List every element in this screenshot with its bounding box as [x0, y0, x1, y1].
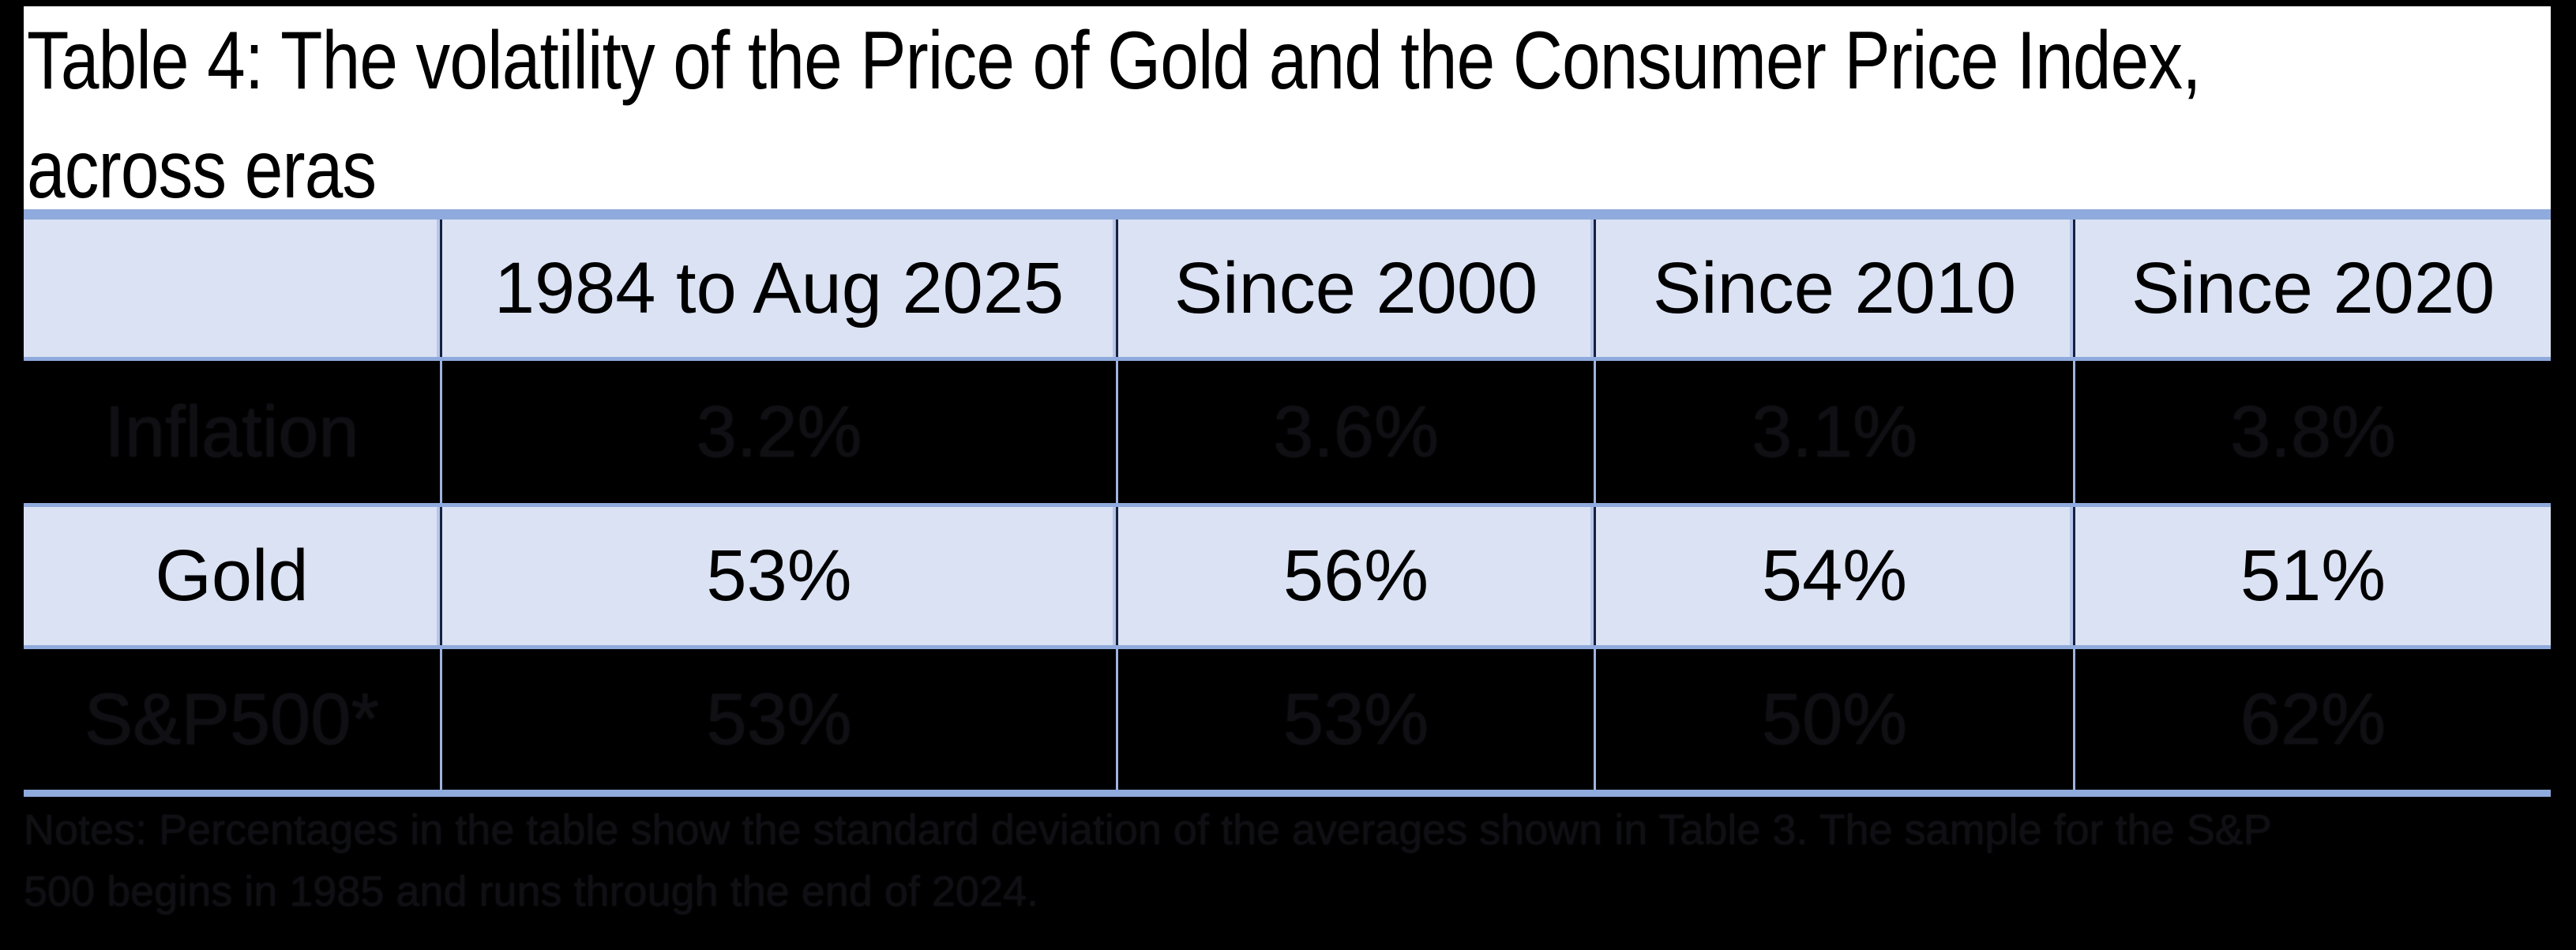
row-divider [24, 357, 2551, 361]
data-cell: 54% [1594, 507, 2073, 645]
title-panel: Table 4: The volatility of the Price of … [24, 6, 2551, 216]
data-cell: 53% [1116, 649, 1594, 790]
data-cell: 3.1% [1594, 361, 2073, 503]
data-cell: 51% [2073, 507, 2551, 645]
data-cell: 53% [440, 649, 1116, 790]
data-cell: 56% [1116, 507, 1594, 645]
table-footnote: Notes: Percentages in the table show the… [24, 799, 2559, 922]
table-row-gold: Gold 53% 56% 54% 51% [24, 507, 2551, 645]
table-title-line2: across eras [27, 124, 377, 216]
header-cell-blank [24, 220, 440, 357]
data-cell: 3.8% [2073, 361, 2551, 503]
header-cell-since-2000: Since 2000 [1116, 220, 1594, 357]
data-cell: 53% [440, 507, 1116, 645]
footnote-line1: Notes: Percentages in the table show the… [24, 806, 2272, 854]
table-row-inflation: Inflation 3.2% 3.6% 3.1% 3.8% [24, 361, 2551, 503]
data-cell: 3.6% [1116, 361, 1594, 503]
row-label: S&P500* [84, 678, 380, 760]
row-divider [24, 503, 2551, 507]
row-label: Inflation [104, 391, 359, 472]
header-cell-since-2010: Since 2010 [1594, 220, 2073, 357]
table-bottom-border [24, 790, 2551, 797]
table-row-sp500: S&P500* 53% 53% 50% 62% [24, 649, 2551, 790]
data-cell: 50% [1594, 649, 2073, 790]
row-divider [24, 645, 2551, 649]
data-cell: 62% [2073, 649, 2551, 790]
data-cell: 3.2% [440, 361, 1116, 503]
row-label: Gold [155, 535, 309, 616]
header-cell-since-2020: Since 2020 [2073, 220, 2551, 357]
header-cell-1984-2025: 1984 to Aug 2025 [440, 220, 1116, 357]
table-top-border [24, 209, 2551, 220]
footnote-line2: 500 begins in 1985 and runs through the … [24, 868, 1039, 915]
table-title-line1: Table 4: The volatility of the Price of … [27, 15, 2201, 107]
volatility-table: 1984 to Aug 2025 Since 2000 Since 2010 S… [24, 209, 2551, 797]
table-header-row: 1984 to Aug 2025 Since 2000 Since 2010 S… [24, 220, 2551, 357]
